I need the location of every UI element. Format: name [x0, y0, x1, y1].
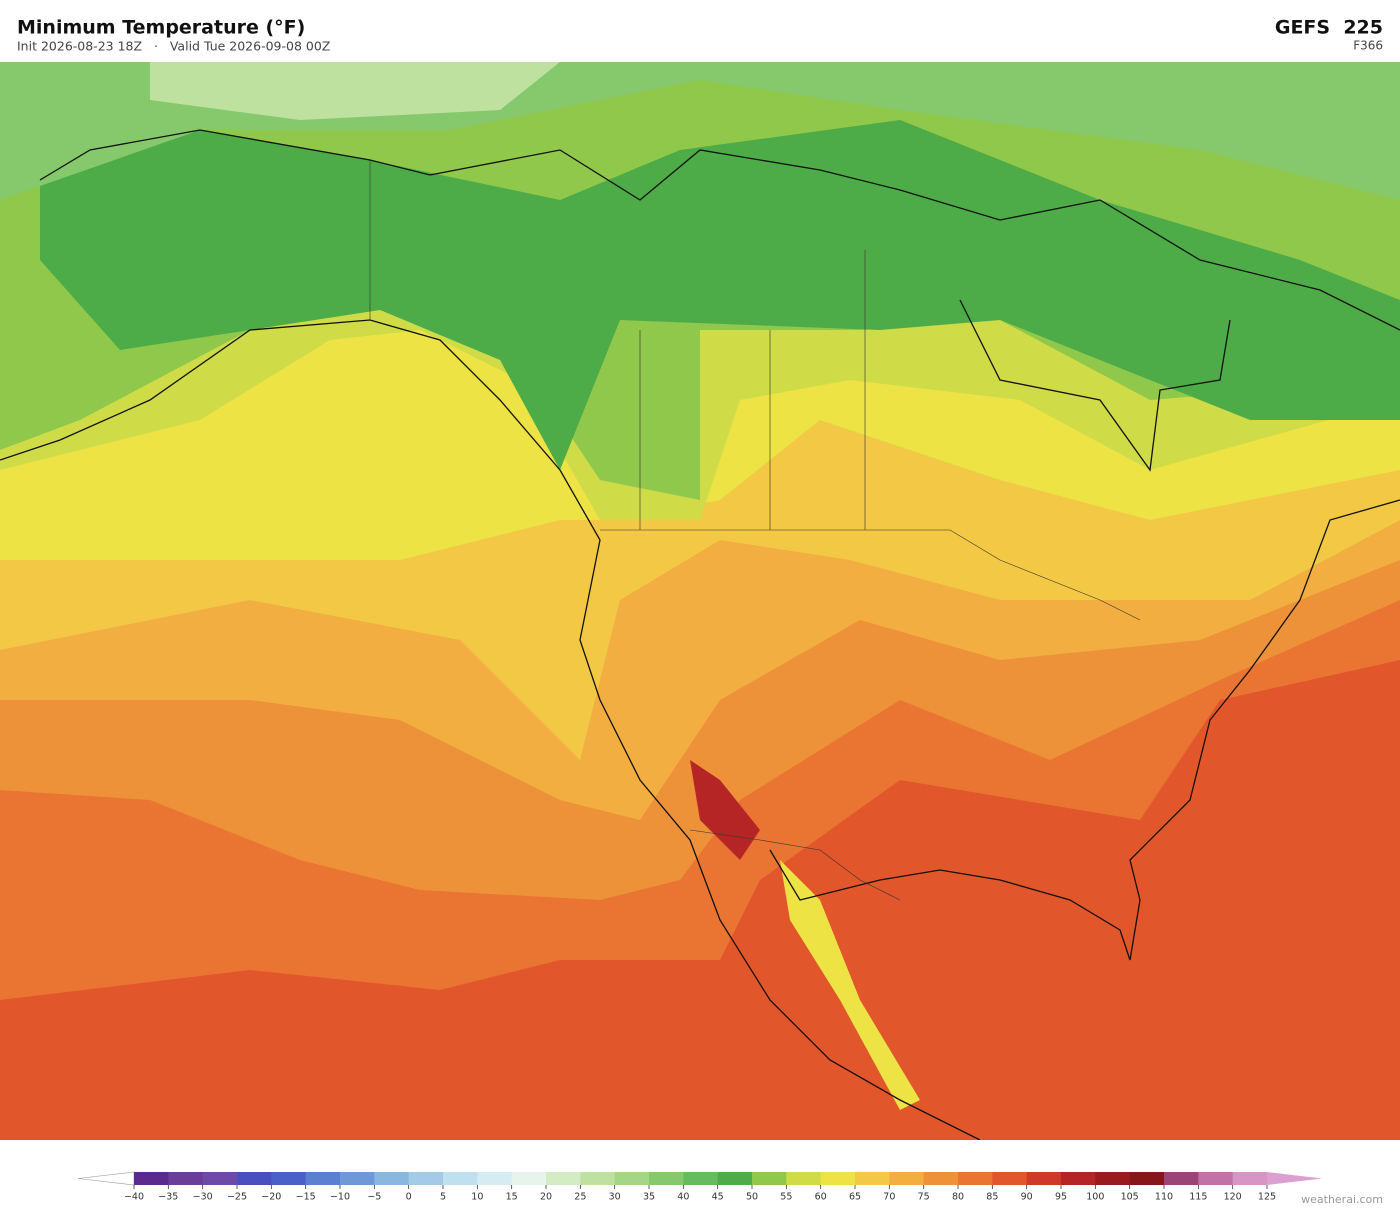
- colorbar-swatch: [168, 1172, 204, 1185]
- colorbar-swatch: [1198, 1172, 1234, 1185]
- colorbar-swatch: [408, 1172, 444, 1185]
- colorbar-tick-label: 115: [1189, 1192, 1207, 1203]
- colorbar-tick-label: −10: [330, 1192, 350, 1203]
- colorbar-tick-label: 0: [406, 1192, 412, 1203]
- colorbar-swatch: [855, 1172, 890, 1185]
- map-field: [690, 760, 760, 860]
- colorbar-tick-label: 110: [1155, 1192, 1173, 1203]
- colorbar-swatch: [786, 1172, 822, 1185]
- colorbar-tick-label: 30: [609, 1192, 621, 1203]
- colorbar-swatch: [889, 1172, 925, 1185]
- map-field: [150, 62, 560, 120]
- colorbar-tick-label: 70: [883, 1192, 895, 1203]
- colorbar-tick-label: 80: [952, 1192, 964, 1203]
- colorbar-swatch: [717, 1172, 753, 1185]
- colorbar-tick-label: 75: [918, 1192, 930, 1203]
- colorbar-swatch: [443, 1172, 478, 1185]
- colorbar-tick-label: 120: [1224, 1192, 1242, 1203]
- colorbar-swatch: [958, 1172, 993, 1185]
- colorbar-swatch: [546, 1172, 581, 1185]
- watermark: weatherai.com: [1301, 1193, 1383, 1206]
- colorbar-swatch: [683, 1172, 719, 1185]
- colorbar-swatch: [134, 1172, 169, 1185]
- colorbar-swatch: [1164, 1172, 1199, 1185]
- colorbar-tick-label: 25: [574, 1192, 586, 1203]
- colorbar-tick-label: 105: [1121, 1192, 1139, 1203]
- colorbar-swatch: [992, 1172, 1028, 1185]
- colorbar-tick-label: 100: [1086, 1192, 1104, 1203]
- colorbar-tick-label: 65: [849, 1192, 861, 1203]
- colorbar-tick-label: −30: [193, 1192, 213, 1203]
- colorbar-tick-label: −40: [124, 1192, 144, 1203]
- colorbar-tick-label: −35: [158, 1192, 178, 1203]
- map-field: [780, 860, 920, 1110]
- forecast-hour: F366: [1353, 39, 1383, 53]
- colorbar-tick-label: 45: [712, 1192, 724, 1203]
- colorbar-tick-label: 60: [815, 1192, 827, 1203]
- colorbar-tick-label: 85: [986, 1192, 998, 1203]
- colorbar-swatch: [374, 1172, 410, 1185]
- colorbar-swatch: [271, 1172, 307, 1185]
- colorbar-tick-label: −25: [227, 1192, 247, 1203]
- colorbar-swatch: [649, 1172, 684, 1185]
- colorbar-tick-label: −5: [367, 1192, 381, 1203]
- subtitle: Init 2026-08-23 18Z · Valid Tue 2026-09-…: [17, 39, 330, 54]
- colorbar-tick-label: 20: [540, 1192, 552, 1203]
- colorbar-under: [77, 1171, 135, 1186]
- colorbar-swatch: [511, 1172, 547, 1185]
- colorbar-swatch: [1026, 1172, 1062, 1185]
- colorbar-tick-label: 40: [677, 1192, 689, 1203]
- colorbar-tick-label: 55: [780, 1192, 792, 1203]
- colorbar-tick-label: 35: [643, 1192, 655, 1203]
- colorbar-swatch: [1061, 1172, 1096, 1185]
- colorbar-swatch: [614, 1172, 650, 1185]
- colorbar-tick-label: 5: [440, 1192, 446, 1203]
- colorbar-swatch: [820, 1172, 856, 1185]
- colorbar-tick-label: 50: [746, 1192, 758, 1203]
- colorbar-swatch: [580, 1172, 616, 1185]
- colorbar-tick-label: −15: [296, 1192, 316, 1203]
- map: [0, 62, 1400, 1140]
- colorbar-swatch: [340, 1172, 375, 1185]
- colorbar-tick-label: 125: [1258, 1192, 1276, 1203]
- colorbar-swatch: [237, 1172, 272, 1185]
- model-label: GEFS 225: [1275, 17, 1383, 39]
- colorbar-swatch: [477, 1172, 513, 1185]
- colorbar-swatch: [305, 1172, 341, 1185]
- colorbar-swatch: [1232, 1172, 1268, 1185]
- title: Minimum Temperature (°F): [17, 17, 305, 39]
- colorbar-swatch: [923, 1172, 959, 1185]
- colorbar-tick-label: 10: [471, 1192, 483, 1203]
- colorbar-swatch: [1095, 1172, 1131, 1185]
- colorbar-tick-label: −20: [261, 1192, 281, 1203]
- colorbar-over: [1267, 1172, 1322, 1185]
- colorbar-swatch: [202, 1172, 238, 1185]
- colorbar-swatch: [1129, 1172, 1165, 1185]
- colorbar-tick-label: 15: [506, 1192, 518, 1203]
- colorbar-tick-label: 95: [1055, 1192, 1067, 1203]
- colorbar-tick-label: 90: [1021, 1192, 1033, 1203]
- colorbar-swatch: [752, 1172, 787, 1185]
